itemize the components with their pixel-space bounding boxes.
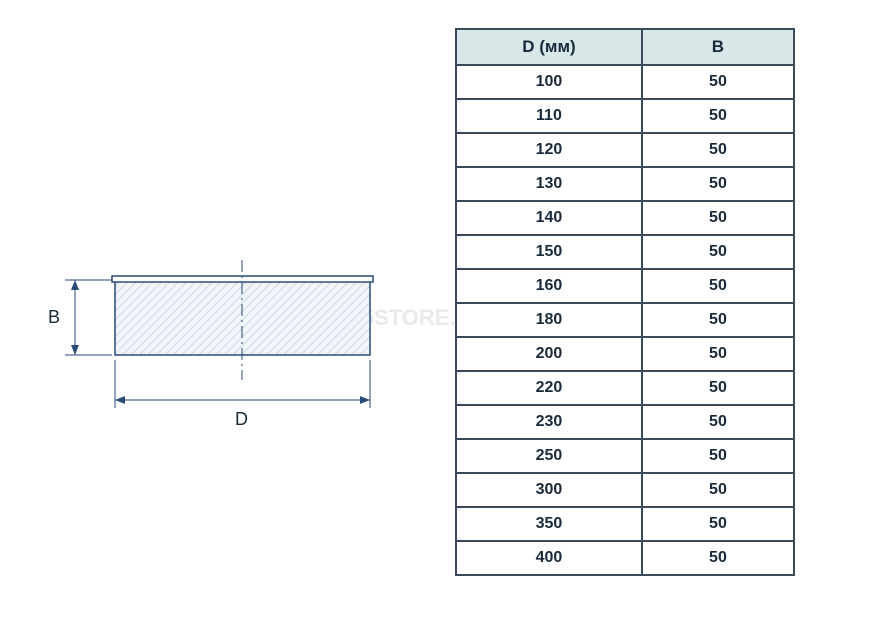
cell-d: 220: [456, 371, 642, 405]
cell-b: 50: [642, 65, 794, 99]
cell-b: 50: [642, 439, 794, 473]
col-header-d: D (мм): [456, 29, 642, 65]
table-header-row: D (мм) B: [456, 29, 794, 65]
table-section: D (мм) B 1005011050120501305014050150501…: [455, 28, 795, 576]
cell-d: 150: [456, 235, 642, 269]
cell-b: 50: [642, 99, 794, 133]
cell-d: 350: [456, 507, 642, 541]
cell-d: 130: [456, 167, 642, 201]
table-row: 30050: [456, 473, 794, 507]
table-row: 40050: [456, 541, 794, 575]
cell-d: 250: [456, 439, 642, 473]
cell-d: 200: [456, 337, 642, 371]
cell-d: 140: [456, 201, 642, 235]
cell-b: 50: [642, 371, 794, 405]
cell-d: 120: [456, 133, 642, 167]
label-d: D: [235, 409, 248, 429]
cell-d: 180: [456, 303, 642, 337]
table-row: 25050: [456, 439, 794, 473]
dimension-diagram: B D: [30, 260, 390, 440]
cell-b: 50: [642, 473, 794, 507]
col-header-b: B: [642, 29, 794, 65]
table-row: 16050: [456, 269, 794, 303]
cell-d: 160: [456, 269, 642, 303]
cell-b: 50: [642, 167, 794, 201]
diagram-section: B D: [30, 260, 390, 440]
table-row: 22050: [456, 371, 794, 405]
table-row: 11050: [456, 99, 794, 133]
cell-b: 50: [642, 541, 794, 575]
cell-b: 50: [642, 269, 794, 303]
table-row: 14050: [456, 201, 794, 235]
table-row: 15050: [456, 235, 794, 269]
cell-d: 230: [456, 405, 642, 439]
cell-d: 400: [456, 541, 642, 575]
dimensions-table: D (мм) B 1005011050120501305014050150501…: [455, 28, 795, 576]
cell-b: 50: [642, 133, 794, 167]
cell-b: 50: [642, 507, 794, 541]
cell-d: 300: [456, 473, 642, 507]
cell-b: 50: [642, 405, 794, 439]
cell-b: 50: [642, 201, 794, 235]
cell-b: 50: [642, 235, 794, 269]
table-row: 12050: [456, 133, 794, 167]
table-row: 13050: [456, 167, 794, 201]
table-row: 23050: [456, 405, 794, 439]
table-row: 35050: [456, 507, 794, 541]
cell-d: 110: [456, 99, 642, 133]
cell-d: 100: [456, 65, 642, 99]
table-row: 18050: [456, 303, 794, 337]
cell-b: 50: [642, 303, 794, 337]
table-row: 10050: [456, 65, 794, 99]
table-row: 20050: [456, 337, 794, 371]
cell-b: 50: [642, 337, 794, 371]
label-b: B: [48, 307, 60, 327]
